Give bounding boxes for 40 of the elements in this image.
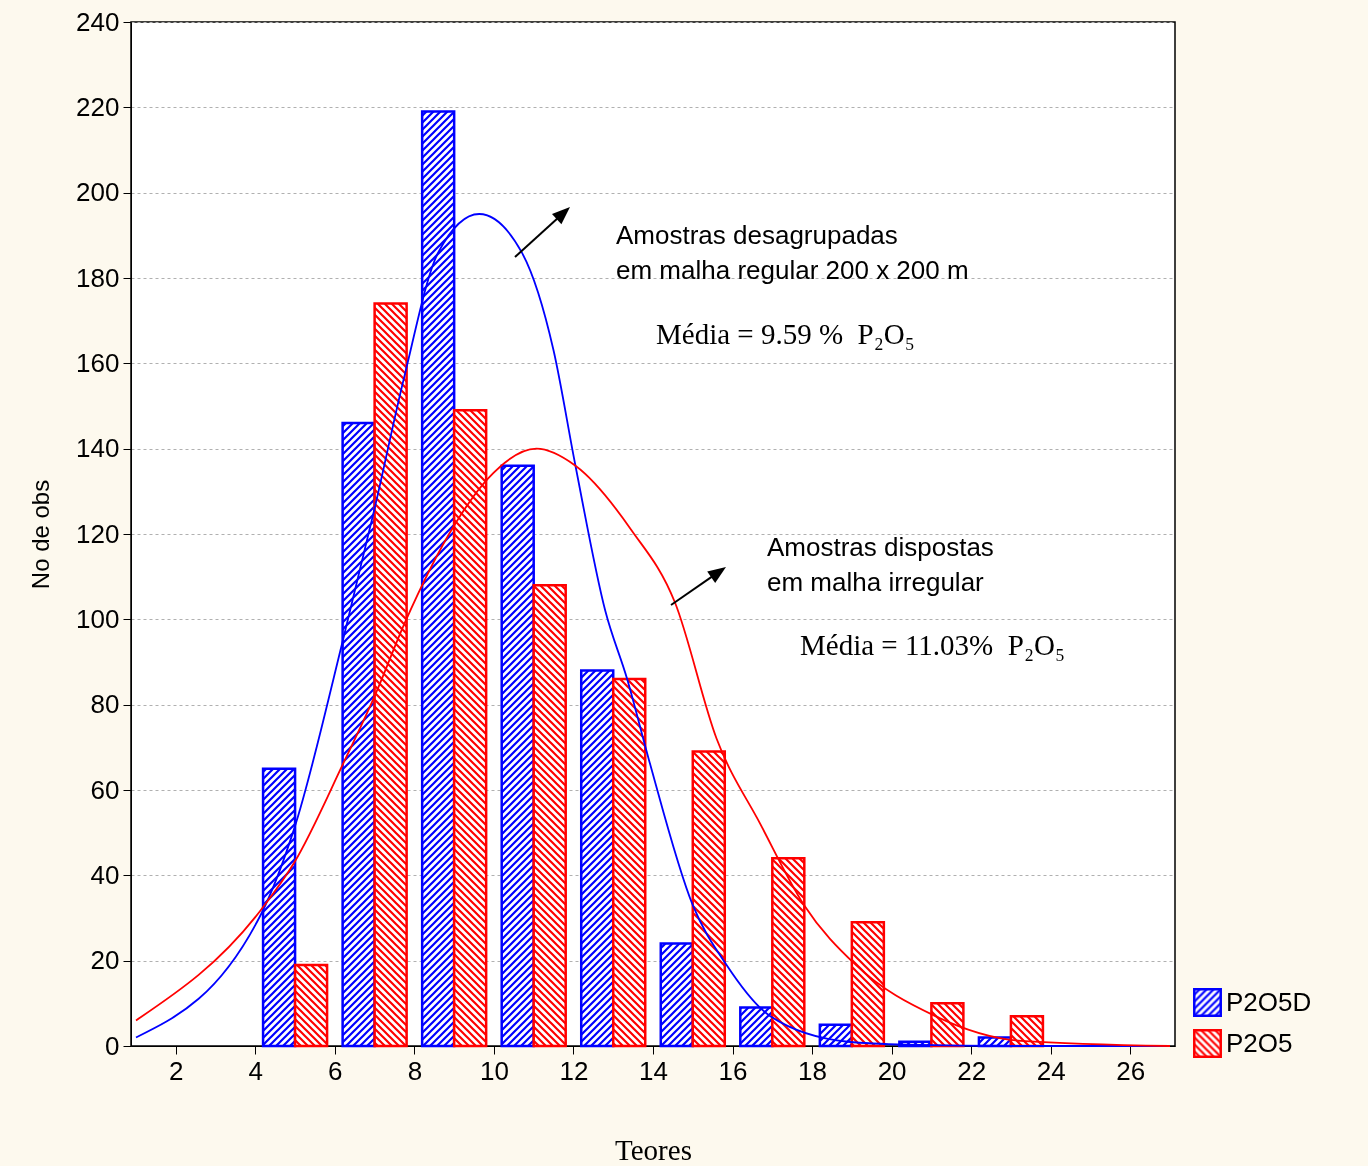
y-tick-label: 240 [76, 6, 120, 37]
y-tick-label: 160 [76, 347, 120, 378]
y-tick-label: 60 [90, 774, 120, 805]
bar [659, 942, 695, 1048]
x-tick-label: 16 [718, 1055, 748, 1086]
x-tick-label: 8 [407, 1055, 423, 1086]
y-tick-label: 140 [76, 433, 120, 464]
x-axis-title: Teores [615, 1133, 692, 1166]
x-tick-label: 22 [957, 1055, 987, 1086]
y-axis-title: No de obs [27, 479, 55, 590]
y-tick-label: 200 [76, 177, 120, 208]
x-tick-label: 12 [559, 1055, 589, 1086]
y-tick-label: 80 [90, 689, 120, 720]
bar [579, 669, 615, 1048]
y-tick-label: 220 [76, 91, 120, 122]
x-tick-label: 26 [1116, 1055, 1146, 1086]
bar [611, 677, 647, 1048]
bar [500, 464, 535, 1048]
x-tick-label: 20 [877, 1055, 907, 1086]
legend-label: P2O5D [1226, 986, 1312, 1017]
annotation: Média = 9.59 % P₂O₅ [656, 318, 915, 351]
y-tick-label: 120 [76, 518, 120, 549]
x-tick-label: 4 [248, 1055, 264, 1086]
bar [293, 963, 329, 1048]
x-tick-label: 18 [798, 1055, 828, 1086]
bar [532, 583, 567, 1048]
y-tick-label: 20 [90, 945, 120, 976]
y-tick-label: 0 [105, 1030, 120, 1061]
y-tick-label: 40 [90, 859, 120, 890]
annotation: Amostras dispostas em malha irregular [767, 531, 994, 599]
x-tick-label: 10 [479, 1055, 509, 1086]
x-tick-label: 2 [169, 1055, 184, 1086]
y-tick-label: 100 [76, 603, 120, 634]
annotation: Amostras desagrupadas em malha regular 200 x 200 m [616, 219, 969, 287]
y-tick-label: 180 [76, 262, 120, 293]
annotation: Média = 11.03% P₂O₅ [800, 629, 1066, 662]
x-tick-label: 6 [328, 1055, 343, 1086]
x-tick-label: 24 [1036, 1055, 1066, 1086]
x-tick-label: 14 [639, 1055, 668, 1086]
legend-label: P2O5 [1226, 1027, 1293, 1058]
